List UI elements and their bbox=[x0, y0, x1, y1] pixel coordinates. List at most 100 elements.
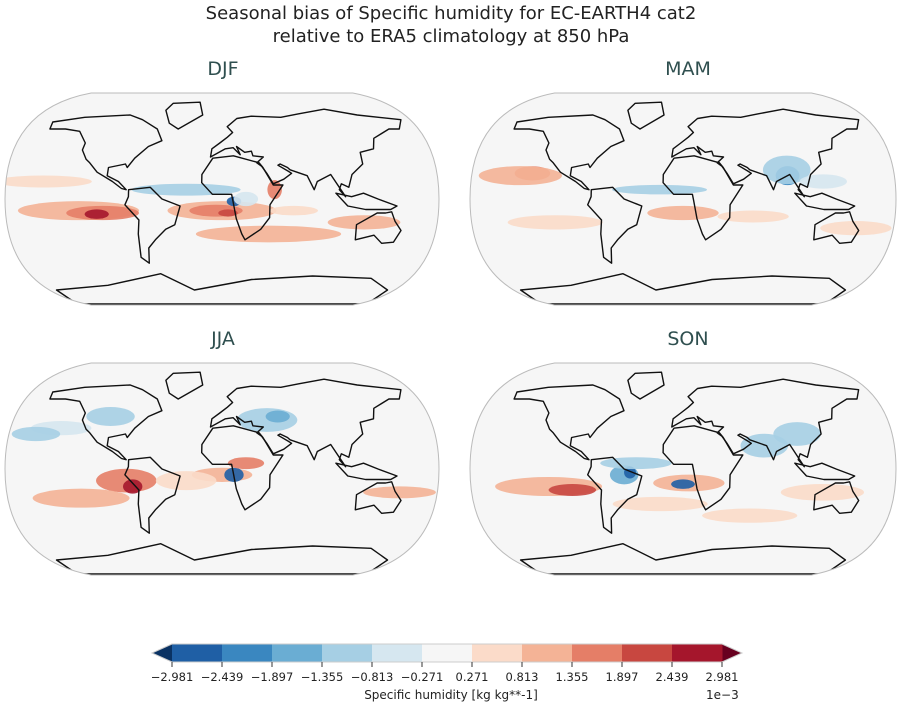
panel-title-son: SON bbox=[667, 328, 709, 350]
colorbar-bin bbox=[522, 644, 573, 662]
coastline-eurasia bbox=[209, 378, 402, 468]
map-background bbox=[470, 363, 896, 575]
coastline-indonesia bbox=[794, 462, 856, 481]
anomaly-region bbox=[780, 484, 865, 501]
anomaly-region bbox=[11, 426, 61, 442]
colorbar-tick-label: 2.981 bbox=[705, 670, 739, 684]
coastline-indonesia bbox=[335, 462, 398, 481]
coastline-africa bbox=[662, 425, 744, 511]
colorbar-bin bbox=[672, 644, 723, 662]
anomaly-region bbox=[717, 210, 789, 223]
anomaly-region bbox=[612, 496, 708, 512]
map-background bbox=[470, 93, 896, 305]
anomaly-region bbox=[762, 155, 811, 185]
anomaly-region bbox=[5, 175, 92, 188]
coastline-africa bbox=[201, 425, 284, 511]
anomaly-region bbox=[702, 508, 798, 523]
colorbar-tick-label: 0.813 bbox=[505, 670, 539, 684]
panel-title-djf: DJF bbox=[207, 58, 239, 80]
coastline-south-america bbox=[587, 186, 643, 264]
anomaly-region bbox=[773, 422, 821, 446]
anomaly-region bbox=[507, 215, 603, 230]
colorbar-scale-label: 1e−3 bbox=[706, 688, 739, 702]
anomaly-region bbox=[671, 479, 695, 489]
colorbar bbox=[150, 643, 744, 667]
colorbar-extend-min bbox=[152, 644, 172, 662]
colorbar-bin bbox=[572, 644, 623, 662]
panel-title-mam: MAM bbox=[665, 58, 711, 80]
colorbar-bin bbox=[172, 644, 223, 662]
anomaly-region bbox=[84, 209, 109, 219]
colorbar-extend-max bbox=[722, 644, 742, 662]
coastline-antarctica bbox=[55, 543, 389, 575]
anomaly-region bbox=[265, 410, 290, 423]
coastline-south-america bbox=[124, 186, 181, 264]
colorbar-tick-label: −0.271 bbox=[400, 670, 444, 684]
coastline-eurasia bbox=[671, 108, 860, 198]
coastline-africa bbox=[662, 155, 744, 241]
anomaly-region bbox=[478, 166, 562, 186]
anomaly-region bbox=[227, 457, 265, 470]
colorbar-label: Specific humidity [kg kg**-1] bbox=[364, 688, 538, 702]
colorbar-tick-label: 0.271 bbox=[455, 670, 489, 684]
coastline-greenland bbox=[627, 371, 665, 400]
colorbar-bin bbox=[622, 644, 673, 662]
coastline-greenland bbox=[627, 101, 665, 130]
coastline-africa bbox=[201, 155, 284, 241]
anomaly-region bbox=[155, 471, 217, 491]
map-frame-mam bbox=[469, 92, 897, 306]
anomaly-region bbox=[236, 408, 298, 432]
colorbar-bin bbox=[372, 644, 423, 662]
anomaly-region bbox=[123, 479, 143, 494]
anomaly-region bbox=[600, 457, 672, 470]
coastline-north-america bbox=[49, 384, 163, 461]
colorbar-tick-label: 1.897 bbox=[605, 670, 639, 684]
map-frame-jja bbox=[4, 362, 440, 576]
map-frame-son bbox=[469, 362, 897, 576]
colorbar-tick-label: −1.355 bbox=[300, 670, 344, 684]
map-panel-mam bbox=[469, 92, 897, 306]
coastline-indonesia bbox=[335, 192, 398, 211]
coastline-greenland bbox=[165, 101, 204, 130]
coastline-eurasia bbox=[209, 108, 402, 198]
coastline-greenland bbox=[165, 371, 204, 400]
map-frame-djf bbox=[4, 92, 440, 306]
map-panel-son bbox=[469, 362, 897, 576]
colorbar-tick-label: 1.355 bbox=[555, 670, 589, 684]
coastline-north-america bbox=[49, 114, 163, 191]
coastline-antarctica bbox=[519, 273, 847, 305]
map-panel-jja bbox=[4, 362, 440, 576]
figure-title-line2: relative to ERA5 climatology at 850 hPa bbox=[272, 26, 630, 47]
anomaly-region bbox=[611, 184, 708, 195]
anomaly-region bbox=[548, 484, 597, 496]
coastline-australia bbox=[813, 481, 860, 514]
anomaly-region bbox=[799, 174, 848, 189]
coastline-eurasia bbox=[671, 378, 860, 468]
coastline-south-america bbox=[587, 456, 643, 534]
anomaly-region bbox=[327, 215, 401, 230]
coastline-australia bbox=[354, 481, 402, 514]
coastline-australia bbox=[354, 211, 402, 244]
colorbar-bin bbox=[222, 644, 273, 662]
colorbar-bin bbox=[322, 644, 373, 662]
colorbar-bin bbox=[272, 644, 323, 662]
anomaly-region bbox=[820, 221, 892, 236]
anomaly-region bbox=[32, 488, 130, 508]
coastline-south-america bbox=[124, 456, 181, 534]
coastline-indonesia bbox=[794, 192, 856, 211]
anomaly-region bbox=[363, 486, 436, 499]
coastline-antarctica bbox=[519, 543, 847, 575]
coastline-north-america bbox=[513, 114, 625, 191]
anomaly-region bbox=[195, 225, 342, 243]
colorbar-bin bbox=[422, 644, 473, 662]
map-panel-djf bbox=[4, 92, 440, 306]
anomaly-region bbox=[86, 406, 135, 427]
anomaly-region bbox=[131, 183, 241, 196]
colorbar-tick-label: −2.981 bbox=[150, 670, 194, 684]
colorbar-tick-label: −1.897 bbox=[250, 670, 294, 684]
anomaly-region bbox=[647, 205, 719, 221]
figure-title-line1: Seasonal bias of Specific humidity for E… bbox=[205, 3, 697, 24]
colorbar-tick-label: 2.439 bbox=[655, 670, 689, 684]
coastline-australia bbox=[813, 211, 860, 244]
coastline-antarctica bbox=[55, 273, 389, 305]
